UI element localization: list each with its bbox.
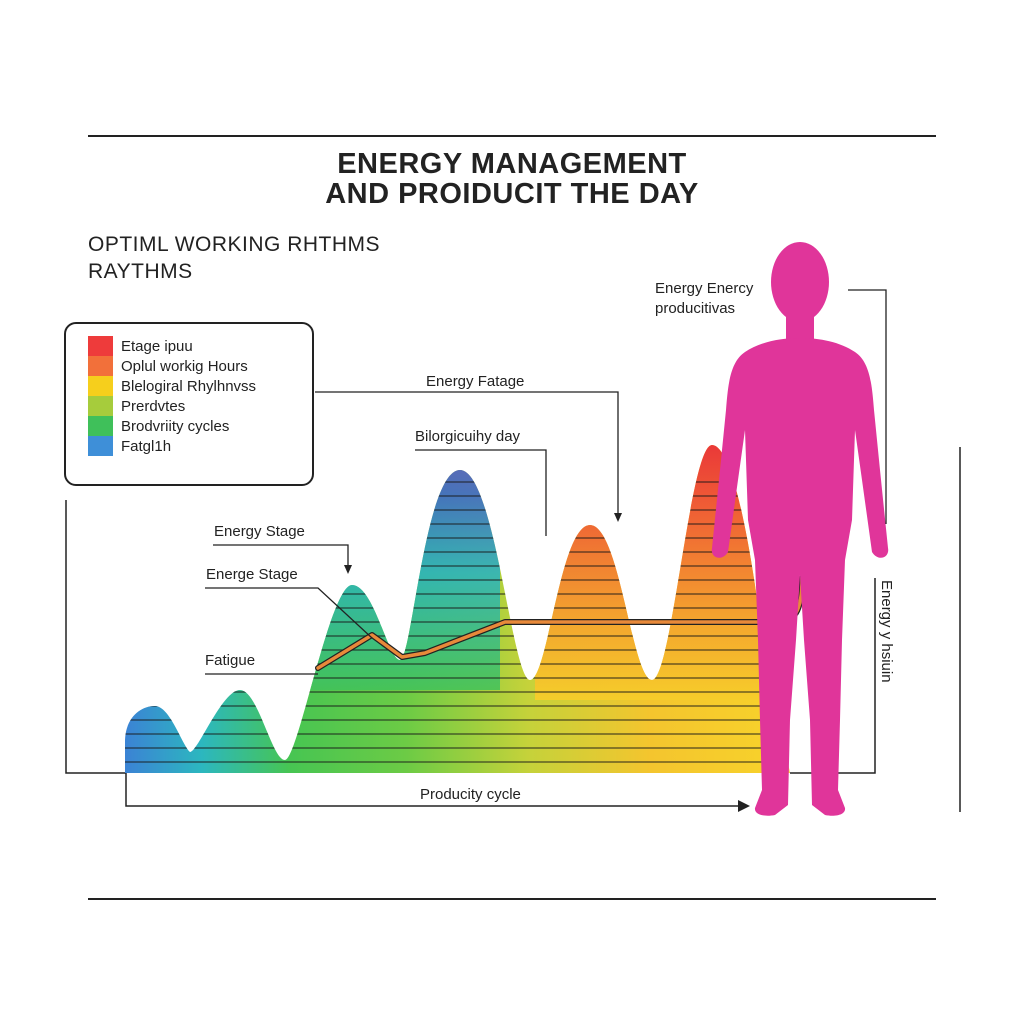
human-figure <box>711 242 889 816</box>
legend-swatch-yellow <box>88 376 113 396</box>
top-rule <box>88 135 936 137</box>
legend-item: Brodvriity cycles <box>88 416 229 436</box>
legend-swatch-blue <box>88 436 113 456</box>
legend-label: Fatgl1h <box>121 437 172 455</box>
energy-waves <box>125 445 790 773</box>
subtitle-line-1: OPTIML WORKING RHTHMS <box>88 233 381 256</box>
legend-item: Prerdvtes <box>88 396 185 416</box>
productivity-cycle-arrowhead <box>738 800 750 812</box>
legend-label: Blelogiral Rhylhnvss <box>121 377 257 395</box>
legend-label: Brodvriity cycles <box>121 417 230 435</box>
label-energy-productives-1: Energy Enercy <box>655 280 754 297</box>
productivity-cycle-arrow <box>125 773 744 807</box>
legend-label: Etage ipuu <box>121 337 193 355</box>
chart-title-line-2: AND PROIDUCIT THE DAY <box>325 178 699 210</box>
legend-item: Fatgl1h <box>88 436 171 456</box>
label-energy-productives-2: producitivas <box>655 300 735 317</box>
energy-stage-1-arrowhead <box>344 565 352 574</box>
legend-label: Oplul workig Hours <box>121 357 248 375</box>
legend-swatch-yellow-green <box>88 396 113 416</box>
label-energy-fatage: Energy Fatage <box>426 373 524 390</box>
label-productivity-cycle: Producity cycle <box>420 786 521 803</box>
energy-fatage-arrowhead <box>614 513 622 522</box>
legend-item: Etage ipuu <box>88 336 193 356</box>
legend-item: Oplul workig Hours <box>88 356 248 376</box>
left-bracket <box>65 500 126 774</box>
legend-item: Blelogiral Rhylhnvss <box>88 376 256 396</box>
legend-swatch-red <box>88 336 113 356</box>
bilorgic-day-leader <box>415 449 547 536</box>
energy-stage-1-leader <box>213 544 349 568</box>
label-fatigue: Fatigue <box>205 652 255 669</box>
bottom-rule <box>88 898 936 900</box>
label-vertical-energy: Energy y hsiuin <box>878 580 895 683</box>
label-bilorgic-day: Bilorgicuihy day <box>415 428 521 445</box>
chart-title-line-1: ENERGY MANAGEMENT <box>337 148 687 180</box>
legend: Etage ipuu Oplul workig Hours Blelogiral… <box>64 322 314 486</box>
legend-label: Prerdvtes <box>121 397 186 415</box>
label-energy-stage-1: Energy Stage <box>214 523 305 540</box>
legend-swatch-orange <box>88 356 113 376</box>
energy-productives-leader <box>848 289 887 524</box>
label-energe-stage: Energe Stage <box>206 566 298 583</box>
subtitle-line-2: RAYTHMS <box>88 260 193 283</box>
energe-stage-leader <box>205 587 373 639</box>
legend-swatch-green <box>88 416 113 436</box>
energy-fatage-leader <box>315 391 619 516</box>
